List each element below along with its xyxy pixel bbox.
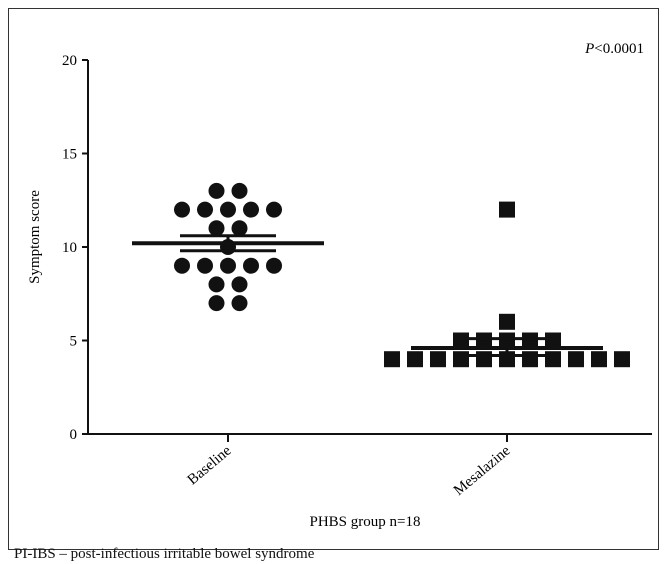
y-tick-label: 0 [70,427,78,443]
x-axis-label: PHBS group n=18 [310,514,421,530]
y-tick-label: 5 [70,334,78,350]
data-point [407,351,423,368]
data-point [453,332,469,349]
figure-caption: PI-IBS – post-infectious irritable bowel… [14,546,315,562]
x-tick-label: Mesalazine [451,443,514,499]
y-tick-label: 15 [62,147,77,163]
data-point [174,257,190,274]
data-point [208,182,225,199]
data-point [430,351,446,368]
data-point [208,295,225,312]
data-point [522,351,538,368]
axes: 0 5 10 15 20 Baseline Mesalazine [62,53,652,499]
y-axis-label: Symptom score [27,190,43,284]
data-point [453,351,469,368]
data-points [174,182,630,368]
data-point [208,220,225,237]
data-point [499,313,515,330]
y-tick-label: 10 [62,240,77,256]
data-point [568,351,584,368]
data-point [231,220,248,237]
data-point [231,295,248,312]
data-point [266,201,282,218]
data-point [499,201,515,218]
data-point [591,351,607,368]
data-point [231,276,248,293]
mean-sem-bars [132,234,603,357]
data-point [243,201,259,218]
data-point [231,182,248,199]
data-point [220,201,236,218]
data-point [476,332,492,349]
figure-frame [8,8,659,550]
x-tick-label: Baseline [185,443,235,489]
data-point [545,351,561,368]
data-point [197,257,213,274]
data-point [522,332,538,349]
p-value-annotation: P<0.0001 [584,41,644,57]
y-tick-label: 20 [62,53,77,69]
data-point [476,351,492,368]
data-point [220,257,236,274]
data-point [545,332,561,349]
data-point [174,201,190,218]
data-point [614,351,630,368]
data-point [197,201,213,218]
data-point [208,276,225,293]
data-point [243,257,259,274]
data-point [266,257,282,274]
data-point [384,351,400,368]
